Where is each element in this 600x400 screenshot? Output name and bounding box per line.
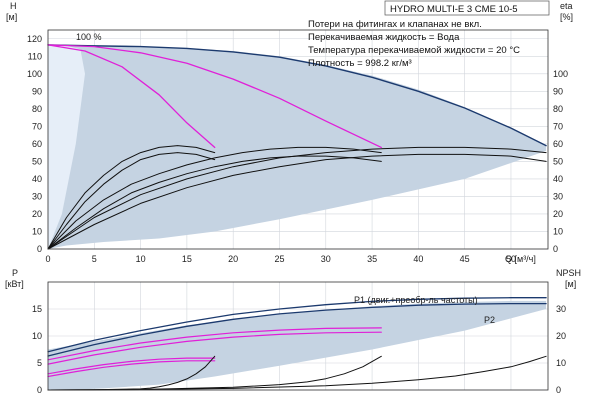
top-y-right-tick-10: 100: [553, 69, 568, 79]
title-box: [384, 0, 550, 16]
p1-label: P1 (двиг.+преобр-ль частоты): [354, 295, 478, 305]
top-x-tick-1: 5: [92, 254, 97, 264]
top-y-right-tick-6: 60: [553, 139, 563, 149]
bottom-y-right-label-2: [м]: [565, 279, 576, 289]
note-fittings: Потери на фитингах и клапанах не вкл.: [308, 19, 482, 30]
top-y-right-tick-7: 70: [553, 121, 563, 131]
top-eta-curve-6: [47, 152, 216, 250]
top-y-right-tick-9: 90: [553, 86, 563, 96]
top-y-left-tick-2: 20: [32, 209, 42, 219]
top-y-left-tick-7: 70: [32, 121, 42, 131]
top-plot-frame: [47, 29, 549, 250]
bottom-y-left-ticks: 0 5 10 15: [32, 304, 42, 395]
bottom-y-right-ticks: 0 10 20 30: [556, 304, 566, 395]
top-y-left-tick-12: 120: [27, 34, 42, 44]
top-x-tick-10: 50: [506, 254, 516, 264]
bottom-y-right-tick-3: 30: [556, 304, 566, 314]
bottom-p_single-curve-4: [47, 331, 382, 365]
top-y-left-tick-4: 40: [32, 174, 42, 184]
top-y-right-label-1: eta: [560, 1, 573, 11]
top-y-right-tick-3: 30: [553, 191, 563, 201]
note-density: Плотность = 998.2 кг/м³: [308, 58, 412, 69]
top-x-label: Q [м³/ч]: [505, 254, 536, 264]
top-y-left-tick-5: 50: [32, 156, 42, 166]
top-eta-curve-5: [47, 145, 216, 250]
top-head-curve-2: [47, 44, 547, 147]
top-x-tick-0: 0: [45, 254, 50, 264]
top-curves: [47, 44, 547, 250]
top-x-tick-7: 35: [367, 254, 377, 264]
bottom-y-left-tick-0: 0: [37, 385, 42, 395]
p2-label: P2: [484, 315, 495, 325]
top-y-right-tick-4: 40: [553, 174, 563, 184]
bottom-y-right-tick-2: 20: [556, 331, 566, 341]
bottom-p_single-curve-3: [47, 327, 382, 361]
top-x-tick-5: 25: [274, 254, 284, 264]
top-y-left-tick-1: 10: [32, 226, 42, 236]
top-y-left-tick-10: 100: [27, 69, 42, 79]
top-eta-curve-7: [47, 146, 382, 250]
top-head_single-curve-4: [47, 44, 382, 149]
bottom-p1-curve-1: [47, 297, 547, 353]
top-x-tick-2: 10: [136, 254, 146, 264]
bottom-y-left-tick-1: 5: [37, 358, 42, 368]
top-y-right-label-2: [%]: [560, 12, 573, 22]
bottom-npsh-curve-9: [47, 355, 547, 391]
top-y-right-ticks: 0 10 20 30 40 50 60 70 80 90 100: [553, 69, 568, 254]
note-temperature: Температура перекачиваемой жидкости = 20…: [308, 45, 520, 56]
top-y-left-tick-11: 110: [28, 51, 42, 61]
top-y-left-label-2: [м]: [6, 12, 17, 22]
top-y-right-tick-8: 80: [553, 104, 563, 114]
top-y-left-ticks: 0 10 20 30 40 50 60 70 80 90 100 110 120: [27, 34, 42, 254]
top-x-ticks: 0 5 10 15 20 25 30 35 40 45 50: [45, 254, 515, 264]
top-y-right-tick-0: 0: [553, 244, 558, 254]
chart-title: HYDRO MULTI-E 3 CME 10-5: [390, 4, 518, 15]
top-x-tick-4: 20: [228, 254, 238, 264]
top-x-tick-8: 40: [413, 254, 423, 264]
top-y-right-tick-5: 50: [553, 156, 563, 166]
top-y-right-tick-1: 10: [553, 226, 563, 236]
top-x-tick-9: 45: [460, 254, 470, 264]
top-operating-area: [48, 44, 547, 249]
bottom-plot-frame: [47, 281, 549, 391]
bottom-y-left-tick-3: 15: [32, 304, 42, 314]
curve-speed-label: 100 %: [76, 32, 102, 42]
top-eta-curve-9: [47, 146, 547, 250]
bottom-p_single-curve-5: [47, 357, 216, 375]
top-y-left-tick-8: 80: [32, 104, 42, 114]
note-liquid: Перекачиваемая жидкость = Вода: [308, 32, 460, 43]
top-area-0: [48, 44, 547, 249]
top-x-tick-6: 30: [321, 254, 331, 264]
bottom-y-left-label-2: [кВт]: [5, 279, 24, 289]
top-y-right-tick-2: 20: [553, 209, 563, 219]
bottom-operating-area: [48, 300, 547, 390]
top-area_left-1: [48, 44, 85, 249]
top-y-left-tick-0: 0: [37, 244, 42, 254]
top-eta-curve-8: [47, 155, 382, 250]
bottom-area-0: [48, 300, 547, 390]
bottom-y-right-tick-0: 0: [556, 385, 561, 395]
bottom-y-right-label-1: NPSH: [556, 268, 581, 278]
top-y-left-tick-6: 60: [32, 139, 42, 149]
top-y-left-tick-3: 30: [32, 191, 42, 201]
bottom-y-left-label-1: P: [12, 268, 18, 278]
top-y-left-tick-9: 90: [32, 86, 42, 96]
top-y-left-label-1: H: [10, 1, 17, 11]
bottom-p2-curve-2: [47, 302, 547, 357]
bottom-y-right-tick-1: 10: [556, 358, 566, 368]
top-eta-curve-10: [47, 153, 547, 250]
top-x-tick-3: 15: [182, 254, 192, 264]
bottom-y-left-tick-2: 10: [32, 331, 42, 341]
top-head_single-curve-3: [47, 44, 216, 149]
bottom-curves: [47, 297, 547, 391]
bottom-p_single-curve-6: [47, 360, 216, 378]
